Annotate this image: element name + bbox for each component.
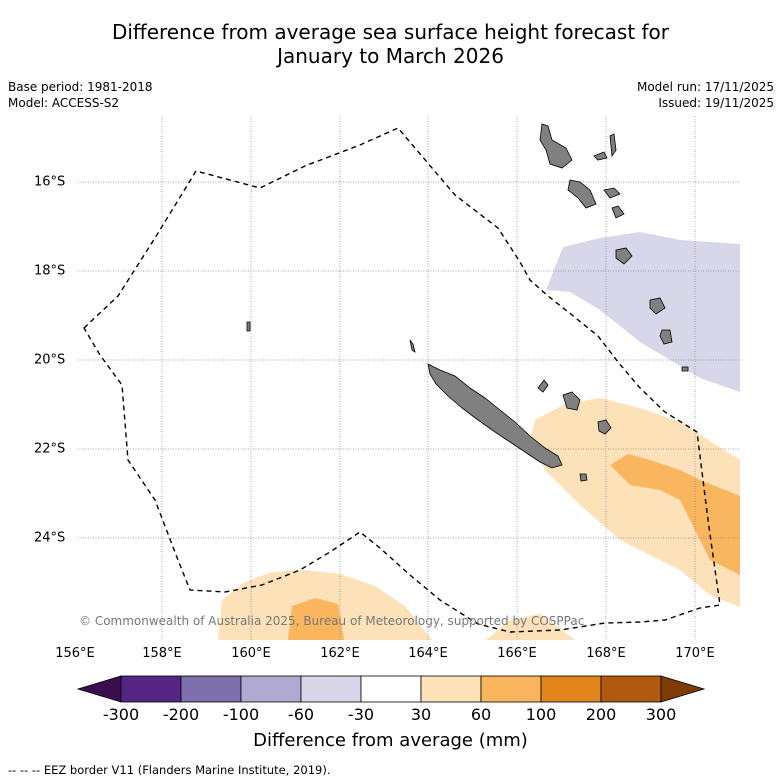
- colorbar-tick: 300: [645, 705, 677, 724]
- chesterfield-islet: [246, 321, 251, 332]
- colorbar-segment: [240, 675, 302, 703]
- loyalty-island-1: [562, 391, 581, 411]
- model-name: Model: ACCESS-S2: [8, 96, 120, 110]
- anomaly-negative-region: [546, 232, 740, 392]
- colorbar-segment: [420, 675, 482, 703]
- lon-label-170e: 170°E: [675, 646, 715, 661]
- lon-label-160e: 160°E: [231, 646, 271, 661]
- anomaly-positive-south-medium: [288, 598, 344, 640]
- issued-date: Issued: 19/11/2025: [658, 96, 774, 110]
- colorbar-segment: [600, 675, 662, 703]
- lon-label-164e: 164°E: [408, 646, 448, 661]
- anomaly-positive-bottom-light: [486, 614, 575, 640]
- lon-label-168e: 168°E: [586, 646, 626, 661]
- colorbar-segment: [540, 675, 602, 703]
- colorbar-segment: [180, 675, 242, 703]
- vanuatu-espiritu-santo: [539, 123, 573, 169]
- colorbar-title: Difference from average (mm): [253, 730, 528, 751]
- vanuatu-tanna: [659, 329, 673, 345]
- colorbar-segment: [120, 675, 182, 703]
- loyalty-island-3: [579, 473, 588, 482]
- vanuatu-aneityum: [681, 366, 689, 372]
- footer-eez-note: -- -- -- EEZ border V11 (Flanders Marine…: [8, 763, 331, 777]
- lat-label-18s: 18°S: [34, 263, 66, 279]
- model-run: Model run: 17/11/2025: [636, 80, 774, 94]
- colorbar-tick: -300: [102, 705, 140, 724]
- base-period: Base period: 1981-2018: [8, 80, 153, 94]
- new-caledonia-main-island: [427, 363, 563, 469]
- vanuatu-malekula: [567, 179, 597, 209]
- eez-border: [83, 127, 721, 633]
- vanuatu-island-b: [609, 133, 617, 158]
- colorbar-tick: -30: [347, 705, 375, 724]
- title-line-2: January to March 2026: [277, 44, 504, 68]
- colorbar-tick: 200: [585, 705, 617, 724]
- colorbar-tick: 30: [410, 705, 432, 724]
- lat-label-20s: 20°S: [34, 352, 66, 368]
- colorbar-tick: -100: [222, 705, 260, 724]
- colorbar-tick: -200: [162, 705, 200, 724]
- lon-label-166e: 166°E: [497, 646, 537, 661]
- colorbar-tick: 60: [470, 705, 492, 724]
- lon-label-162e: 162°E: [320, 646, 360, 661]
- belep-islet: [409, 339, 416, 353]
- colorbar-segments: [76, 675, 706, 703]
- vanuatu-island-d: [611, 205, 625, 219]
- meta-right: Model run: 17/11/2025 Issued: 19/11/2025: [637, 79, 774, 111]
- chart-title: Difference from average sea surface heig…: [0, 20, 781, 68]
- lon-label-156e: 156°E: [55, 646, 95, 661]
- vanuatu-island-a: [593, 151, 608, 161]
- loyalty-island-2: [597, 419, 612, 435]
- anomaly-fields: [218, 232, 740, 640]
- colorbar-tick: -60: [287, 705, 315, 724]
- anomaly-positive-east-light: [530, 398, 740, 607]
- lat-label-16s: 16°S: [34, 174, 66, 190]
- gridlines: [78, 116, 740, 640]
- colorbar-extend-min: [76, 675, 122, 703]
- title-line-1: Difference from average sea surface heig…: [111, 20, 670, 44]
- loyalty-island-4: [537, 379, 549, 393]
- colorbar-tick: 100: [525, 705, 557, 724]
- colorbar-segment: [360, 675, 422, 703]
- colorbar-segment: [300, 675, 362, 703]
- copyright-notice: © Commonwealth of Australia 2025, Bureau…: [79, 614, 585, 628]
- colorbar-segment: [480, 675, 542, 703]
- vanuatu-island-c: [603, 187, 621, 199]
- land-masses: [246, 123, 689, 482]
- lat-label-22s: 22°S: [34, 441, 66, 457]
- meta-left: Base period: 1981-2018 Model: ACCESS-S2: [8, 79, 153, 111]
- colorbar-extend-max: [660, 675, 706, 703]
- vanuatu-erromango: [649, 297, 666, 315]
- lon-label-158e: 158°E: [142, 646, 182, 661]
- anomaly-positive-east-medium: [610, 454, 740, 575]
- lat-label-24s: 24°S: [34, 530, 66, 546]
- vanuatu-efate: [615, 247, 633, 265]
